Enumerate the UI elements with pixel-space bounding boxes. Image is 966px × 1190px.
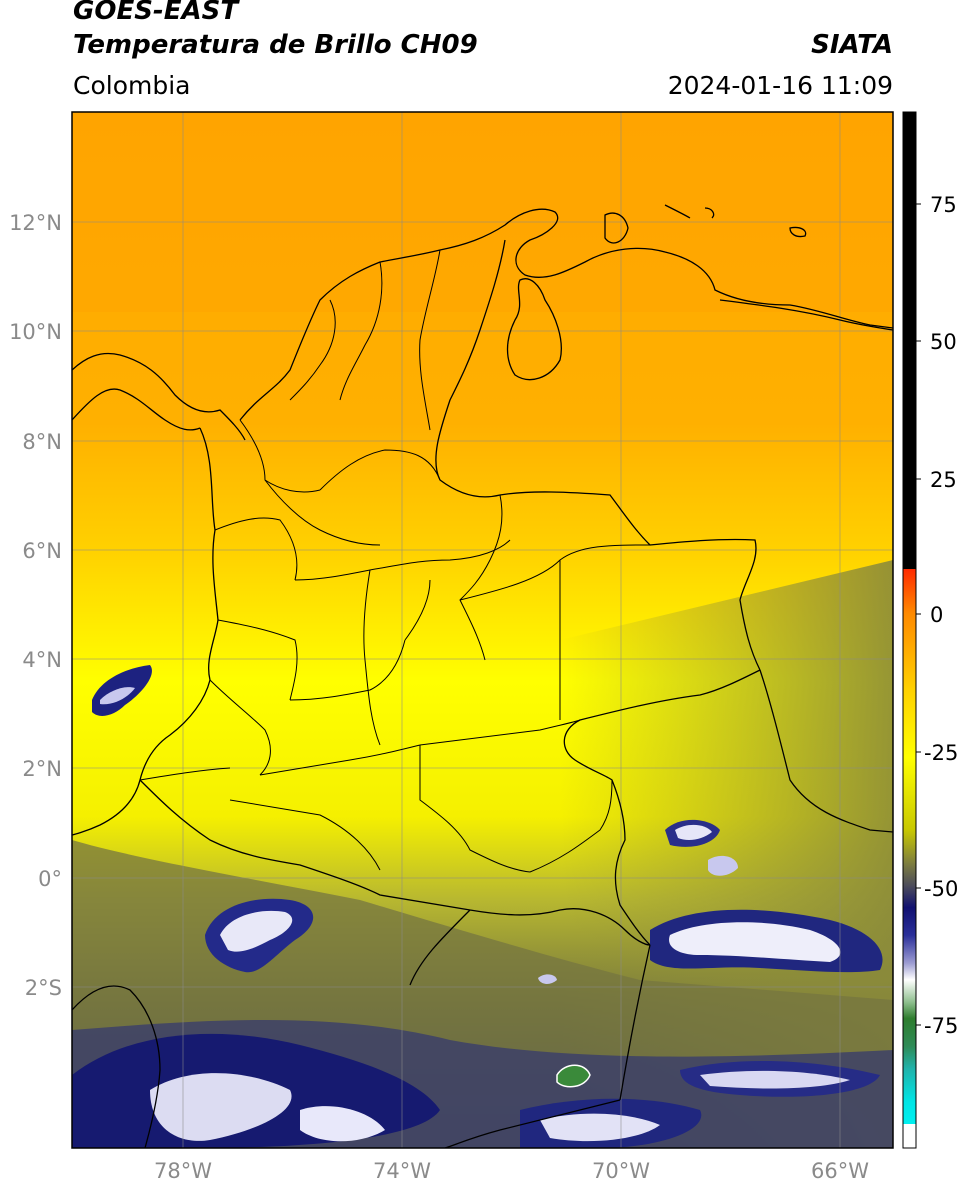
lat-label: 8°N [22,430,62,454]
colorbar-black-segment [903,112,916,569]
longitude-labels: 78°W 74°W 70°W 66°W [154,1159,869,1183]
colorbar-gradient [903,569,916,1124]
latitude-labels: 12°N 10°N 8°N 6°N 4°N 2°N 0° 2°S [9,211,62,1000]
source-label: SIATA [811,30,893,60]
satellite-title: GOES-EAST [73,0,239,26]
colorbar-tick: 75 [930,193,957,217]
lon-label: 66°W [811,1159,869,1183]
graticule [72,112,893,1148]
lon-label: 74°W [373,1159,431,1183]
lat-label: 4°N [22,648,62,672]
map-area [72,112,893,1148]
colorbar-tick: -50 [924,877,958,901]
lat-label: 2°N [22,757,62,781]
lat-label: 2°S [25,976,62,1000]
lat-label: 0° [38,867,62,891]
colorbar-white-segment [903,1124,916,1148]
colorbar: 75 50 25 0 -25 -50 -75 [902,111,958,1149]
colorbar-tick: 50 [930,330,957,354]
colorbar-tick: 25 [930,468,957,492]
department-borders [139,249,651,873]
product-title: Temperatura de Brillo CH09 [73,30,478,60]
lat-label: 12°N [9,211,62,235]
datetime-label: 2024-01-16 11:09 [667,71,893,100]
lat-label: 10°N [9,320,62,344]
colorbar-tick: 0 [930,603,943,627]
cloud-clusters [72,665,883,1148]
colorbar-tick: -75 [924,1014,958,1038]
lat-label: 6°N [22,539,62,563]
map-frame [71,111,894,1149]
region-label: Colombia [73,71,191,100]
lon-label: 70°W [592,1159,650,1183]
lon-label: 78°W [154,1159,212,1183]
colorbar-tick: -25 [924,741,958,765]
